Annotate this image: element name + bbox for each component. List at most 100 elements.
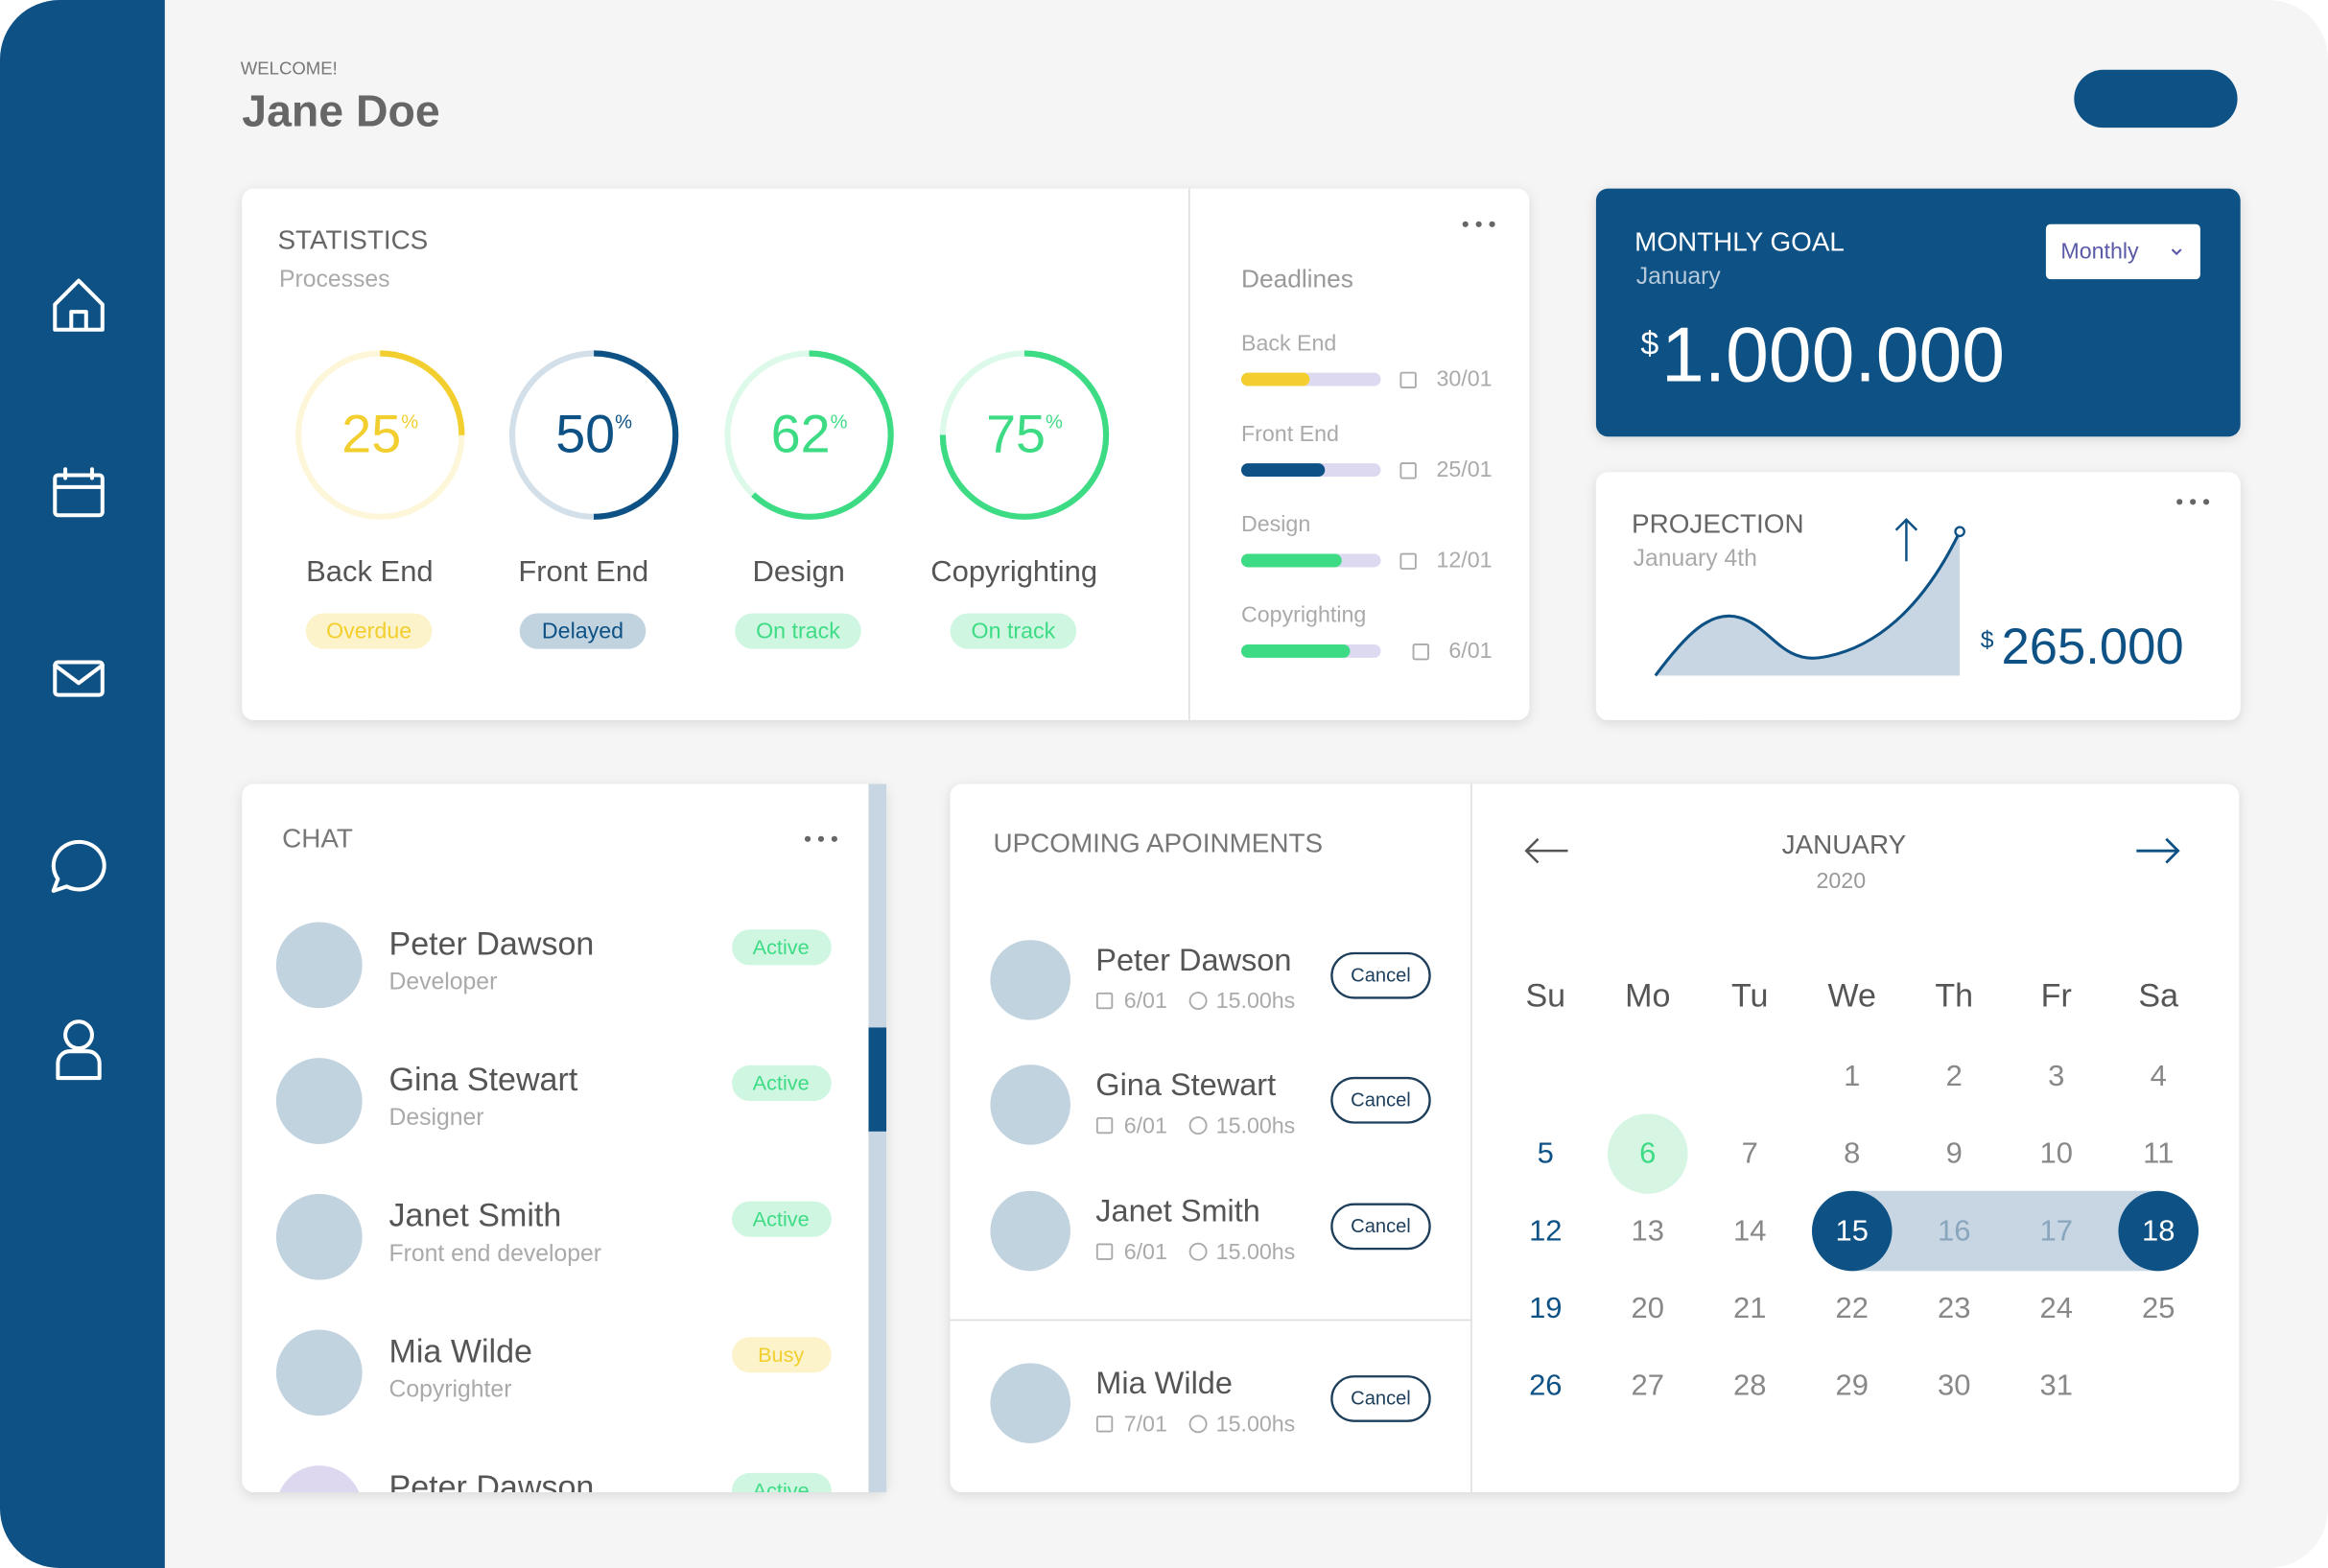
cancel-button[interactable] — [1330, 1203, 1431, 1251]
appointment-date: 6/01 — [1124, 1239, 1167, 1264]
card-title: STATISTICS — [277, 225, 428, 255]
calendar-day[interactable]: 22 — [1836, 1291, 1869, 1324]
cancel-label: Cancel — [1351, 1389, 1411, 1410]
contact-role: Copyrighter — [389, 1377, 512, 1403]
calendar-day[interactable]: 12 — [1529, 1213, 1562, 1247]
status-label: Active — [753, 1479, 810, 1503]
nav-home[interactable] — [53, 278, 105, 332]
appointment-name: Mia Wilde — [1095, 1366, 1233, 1400]
status-badge — [519, 613, 647, 649]
status-label: Overdue — [326, 619, 412, 644]
calendar-day[interactable]: 27 — [1632, 1368, 1664, 1401]
avatar — [990, 1190, 1070, 1272]
ring-progress — [724, 350, 894, 520]
user-name: Jane Doe — [242, 85, 439, 135]
ring-value: 50% — [555, 404, 632, 463]
time-icon — [1188, 1242, 1208, 1261]
more-menu[interactable] — [804, 835, 837, 842]
currency: $ — [1981, 627, 1994, 653]
welcome: WELCOME! — [241, 59, 338, 79]
more-menu[interactable] — [1462, 221, 1495, 227]
calendar-day[interactable]: 31 — [2040, 1368, 2073, 1401]
calendar-day[interactable]: 26 — [1529, 1368, 1562, 1401]
cancel-button[interactable] — [1330, 951, 1431, 999]
percent-unit: % — [615, 412, 632, 433]
calendar-day[interactable]: 15 — [1836, 1213, 1869, 1247]
calendar-day[interactable]: 17 — [2040, 1213, 2073, 1247]
nav-profile[interactable] — [56, 1019, 102, 1081]
date-icon — [1095, 1416, 1114, 1433]
calendar-day[interactable]: 19 — [1529, 1291, 1562, 1324]
calendar-day[interactable]: 28 — [1733, 1368, 1766, 1401]
calendar-day[interactable]: 10 — [2040, 1136, 2073, 1170]
next-month[interactable] — [2136, 837, 2180, 864]
currency: $ — [1640, 326, 1658, 363]
range-band — [1851, 1190, 2159, 1272]
calendar-day[interactable]: 23 — [1938, 1291, 1970, 1324]
more-menu[interactable] — [2176, 499, 2210, 505]
calendar-day[interactable]: 20 — [1632, 1291, 1664, 1324]
prev-month[interactable] — [1524, 837, 1568, 864]
percent-number: 25 — [341, 404, 401, 463]
dropdown[interactable] — [2045, 223, 2200, 280]
calendar-day[interactable]: 5 — [1538, 1136, 1554, 1170]
appointment-date: 7/01 — [1124, 1412, 1167, 1437]
contact-name: Mia Wilde — [389, 1333, 532, 1369]
percent-unit: % — [1046, 412, 1063, 433]
contact-name: Peter Dawson — [389, 925, 595, 962]
calendar-day[interactable]: 18 — [2142, 1213, 2175, 1247]
progress-fill — [1240, 553, 1342, 568]
scrollbar[interactable] — [868, 784, 887, 1493]
cancel-button[interactable] — [1330, 1375, 1431, 1422]
status-label: Busy — [758, 1343, 804, 1367]
cancel-button[interactable] — [1330, 1076, 1431, 1124]
calendar-day[interactable]: 1 — [1844, 1059, 1860, 1092]
calendar-day[interactable]: 4 — [2151, 1059, 2167, 1092]
calendar-day[interactable]: 14 — [1733, 1213, 1766, 1247]
ring-progress — [939, 350, 1110, 520]
avatar — [990, 1065, 1070, 1145]
weekday: Fr — [2041, 977, 2072, 1014]
status-badge — [950, 613, 1077, 649]
calendar-day[interactable]: 25 — [2142, 1291, 2175, 1324]
cancel-label: Cancel — [1351, 965, 1411, 986]
card-title: CHAT — [282, 824, 353, 854]
header-button[interactable] — [2074, 69, 2238, 129]
projection-line — [1654, 530, 1962, 677]
calendar-day[interactable]: 29 — [1836, 1368, 1869, 1401]
card-title: MONTHLY GOAL — [1634, 226, 1845, 256]
calendar-day[interactable]: 7 — [1742, 1136, 1758, 1170]
percent-number: 75 — [986, 404, 1046, 463]
progress-fill — [1240, 372, 1310, 386]
deadlines-title: Deadlines — [1241, 265, 1353, 293]
status-label: Delayed — [542, 619, 623, 644]
contact-name: Gina Stewart — [389, 1062, 578, 1098]
nav-messages[interactable] — [51, 839, 106, 893]
calendar-day[interactable]: 13 — [1632, 1213, 1664, 1247]
calendar-day[interactable]: 21 — [1733, 1291, 1766, 1324]
calendar-day[interactable]: 24 — [2040, 1291, 2073, 1324]
calendar-day[interactable]: 6 — [1639, 1136, 1656, 1170]
appointment-time: 15.00hs — [1216, 1412, 1296, 1437]
calendar-day[interactable]: 11 — [2143, 1136, 2174, 1170]
calendar-day[interactable]: 3 — [2048, 1059, 2064, 1092]
avatar — [990, 940, 1070, 1020]
process-label: Back End — [306, 554, 433, 588]
weekday: Mo — [1625, 977, 1670, 1014]
deadline-label: Copyrighting — [1241, 602, 1366, 627]
calendar-day[interactable]: 2 — [1946, 1059, 1963, 1092]
ring-value: 25% — [341, 404, 418, 463]
nav-mail[interactable] — [53, 660, 105, 697]
scroll-thumb[interactable] — [868, 1027, 887, 1132]
calendar-day[interactable]: 16 — [1938, 1213, 1970, 1247]
calendar-day[interactable]: 8 — [1844, 1136, 1860, 1170]
calendar-icon — [1412, 644, 1429, 661]
calendar-day[interactable]: 9 — [1946, 1136, 1963, 1170]
weekday: We — [1828, 977, 1876, 1014]
progress-fill — [1240, 463, 1326, 478]
nav-calendar[interactable] — [53, 467, 105, 518]
calendar-day[interactable]: 30 — [1938, 1368, 1970, 1401]
weekday: Sa — [2138, 977, 2178, 1014]
appointments-card — [950, 784, 2240, 1493]
